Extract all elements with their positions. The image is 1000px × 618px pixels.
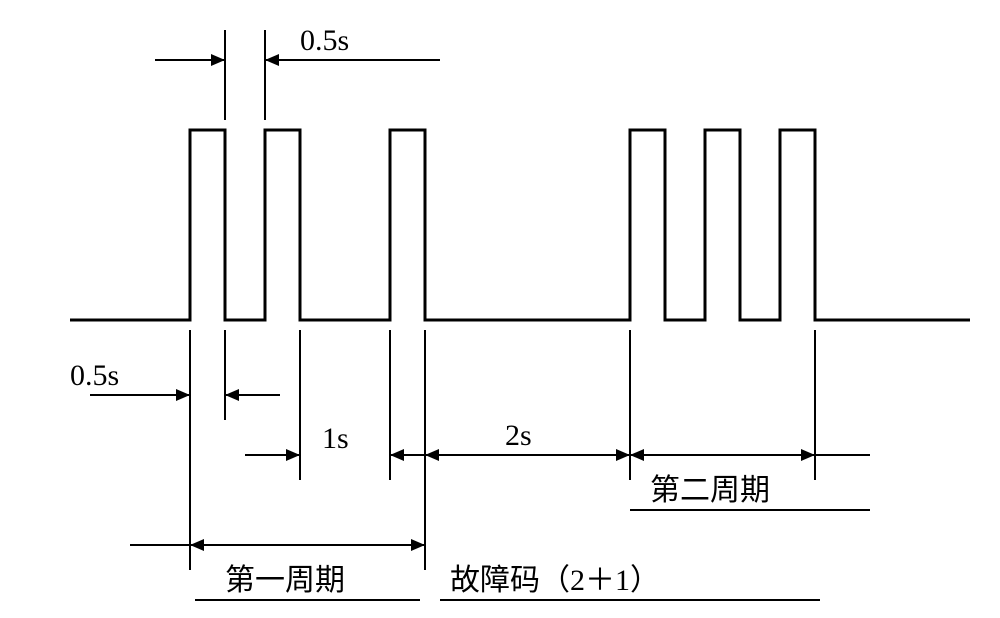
fault-code-label: 故障码（2＋1） <box>440 564 820 600</box>
dim-2s: 2s <box>425 330 630 570</box>
label-fault-code: 故障码（2＋1） <box>450 564 660 597</box>
dim-period1: 第一周期 <box>130 420 425 600</box>
dim-top-gap: 0.5s <box>155 24 440 120</box>
label-period1: 第一周期 <box>225 564 345 597</box>
label-period2: 第二周期 <box>650 474 770 507</box>
dim-pulse-width: 0.5s <box>70 330 280 420</box>
timing-diagram: 0.5s 0.5s 1s 2s 第二周期 <box>0 0 1000 618</box>
dim-1s: 1s <box>245 330 430 480</box>
label-top-gap: 0.5s <box>300 24 349 57</box>
label-1s: 1s <box>322 422 349 455</box>
dim-period2: 第二周期 <box>630 330 870 510</box>
label-pulse-width: 0.5s <box>70 359 119 392</box>
waveform <box>70 130 970 320</box>
label-2s: 2s <box>505 419 532 452</box>
